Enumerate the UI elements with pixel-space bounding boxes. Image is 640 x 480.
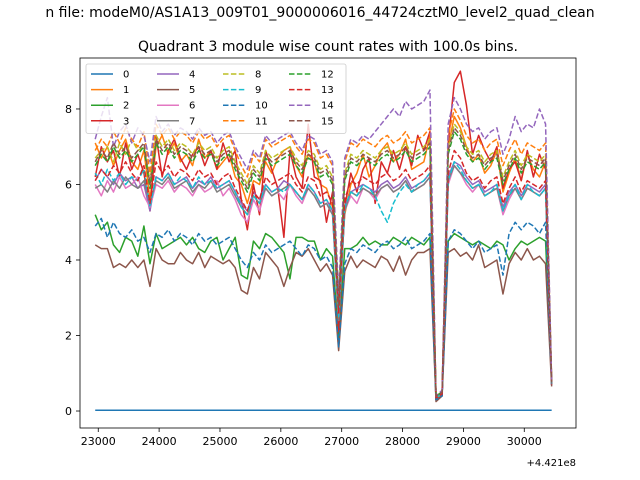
legend-label-13: 13 <box>321 85 334 96</box>
legend-box <box>85 63 347 134</box>
x-tick-label: 28000 <box>385 435 420 448</box>
y-tick-label: 8 <box>65 103 72 116</box>
legend-label-2: 2 <box>123 101 129 112</box>
y-tick-label: 2 <box>65 330 72 343</box>
legend-label-12: 12 <box>321 70 334 81</box>
series-line-5 <box>94 244 553 403</box>
y-axis: 0 2 4 6 8 <box>65 103 80 418</box>
y-tick-label: 6 <box>65 178 72 191</box>
series-line-9 <box>94 161 553 399</box>
x-tick-label: 27000 <box>324 435 359 448</box>
x-tick-label: 30000 <box>507 435 542 448</box>
series-layer <box>94 70 553 412</box>
legend-label-10: 10 <box>255 101 268 112</box>
x-axis: 23000 24000 25000 26000 27000 28000 29000 30000 <box>81 428 542 448</box>
legend-label-4: 4 <box>189 70 195 81</box>
legend-label-9: 9 <box>255 85 261 96</box>
legend-label-1: 1 <box>123 85 129 96</box>
x-tick-label: 24000 <box>142 435 177 448</box>
plot-frame <box>79 57 577 429</box>
series-line-12 <box>94 130 553 397</box>
legend-label-0: 0 <box>123 70 129 81</box>
x-tick-label: 25000 <box>202 435 237 448</box>
legend-label-14: 14 <box>321 101 334 112</box>
x-offset-label: +4.421e8 <box>526 458 576 469</box>
series-line-15 <box>94 127 553 397</box>
legend-label-11: 11 <box>255 116 268 127</box>
series-line-10 <box>94 217 553 401</box>
legend-label-15: 15 <box>321 116 334 127</box>
y-tick-label: 4 <box>65 254 72 267</box>
legend-label-7: 7 <box>189 116 195 127</box>
x-tick-label: 29000 <box>446 435 481 448</box>
series-line-13 <box>94 149 553 399</box>
legend-label-6: 6 <box>189 101 195 112</box>
legend-label-8: 8 <box>255 70 261 81</box>
series-line-14 <box>94 89 553 397</box>
series-line-11 <box>94 108 553 397</box>
legend-label-5: 5 <box>189 85 195 96</box>
x-tick-label: 26000 <box>263 435 298 448</box>
chart-suptitle: n file: modeM0/AS1A13_009T01_9000006016_… <box>45 5 594 21</box>
chart-title: Quadrant 3 module wise count rates with … <box>138 39 518 55</box>
legend-label-3: 3 <box>123 116 129 127</box>
y-tick-label: 0 <box>65 405 72 418</box>
x-tick-label: 23000 <box>81 435 116 448</box>
series-line-2 <box>94 214 553 401</box>
